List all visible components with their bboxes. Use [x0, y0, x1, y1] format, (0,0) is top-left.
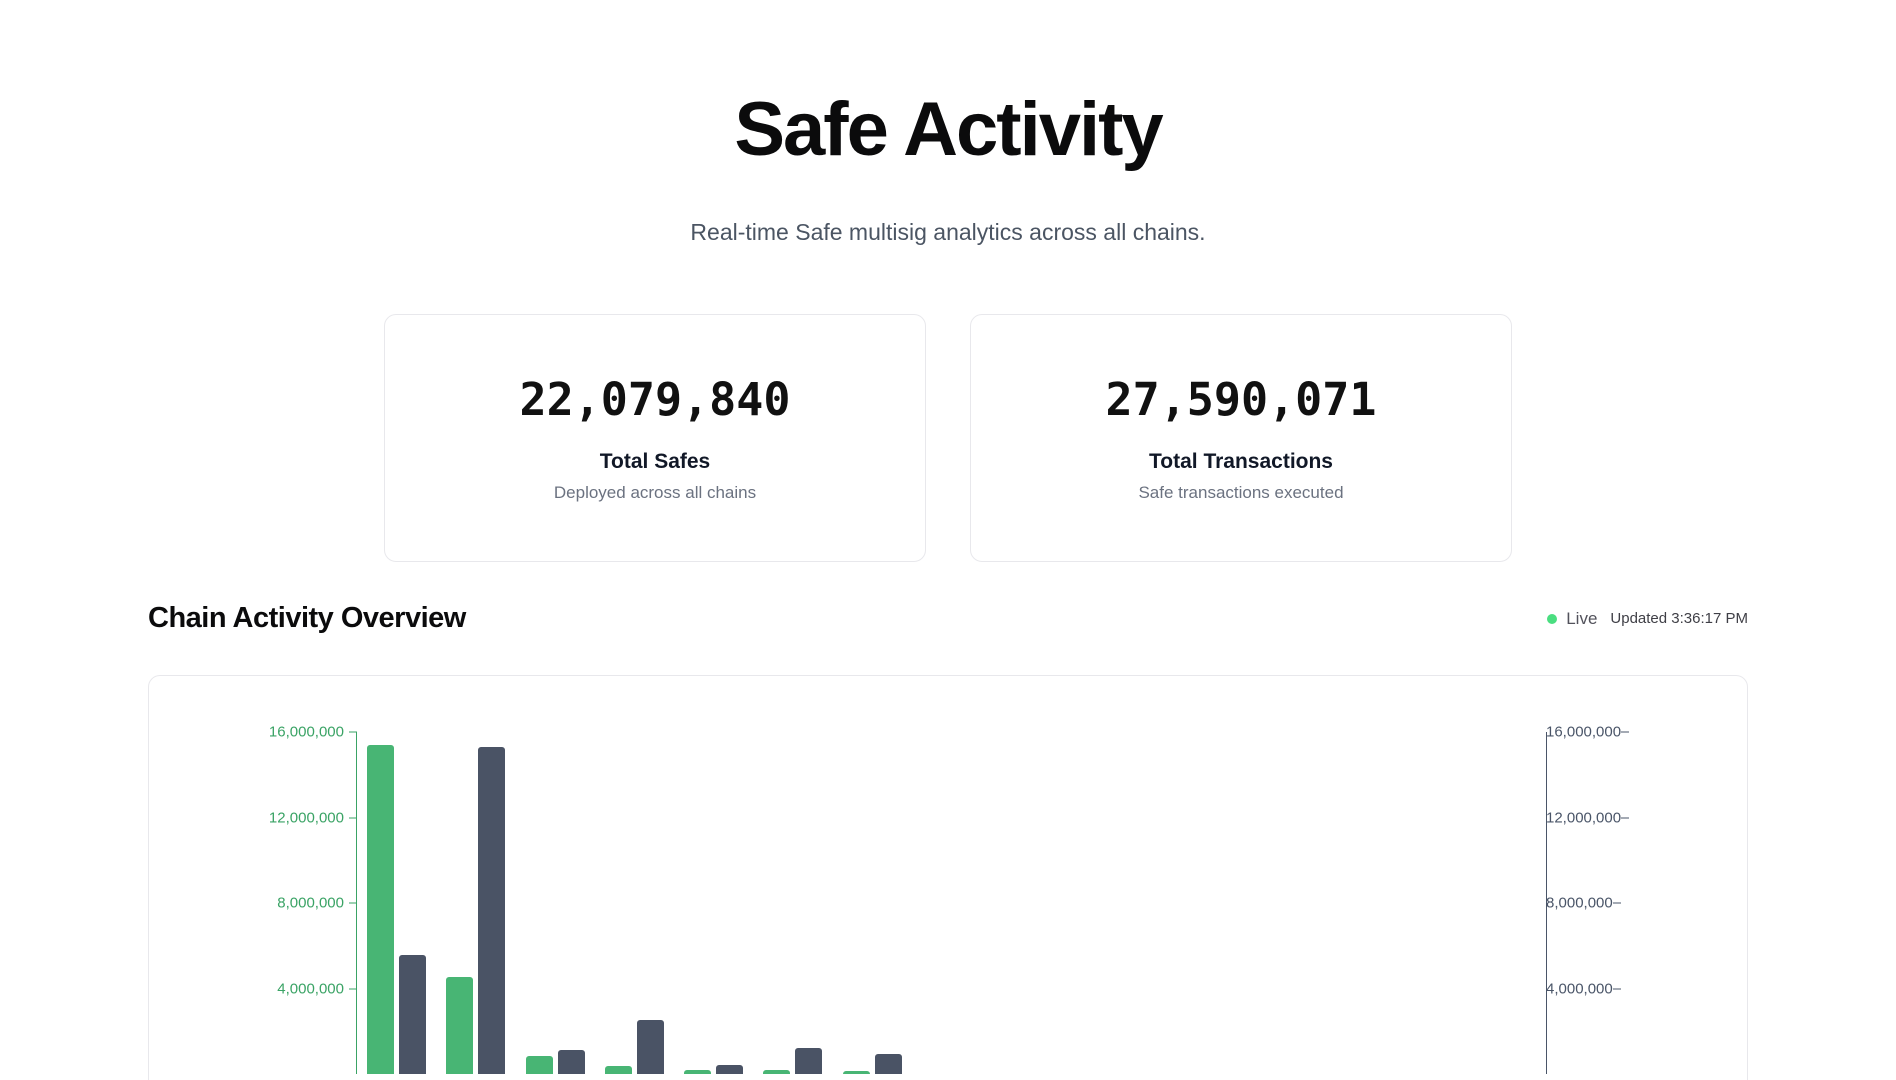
- y-axis-tick: 12,000,000: [1546, 809, 1747, 826]
- chart-plot: [357, 732, 1546, 1075]
- total-safes-description: Deployed across all chains: [553, 483, 757, 503]
- page-header: Safe Activity Real-time Safe multisig an…: [0, 86, 1896, 246]
- bar-group-13: [1387, 732, 1466, 1074]
- y-axis-right-line: [1546, 732, 1547, 1075]
- total-safes-value: 22,079,840: [519, 373, 791, 427]
- bar-group-3: [595, 732, 674, 1075]
- section-heading: Chain Activity Overview: [148, 602, 466, 635]
- chart-section-header: Chain Activity Overview Live Updated 3:3…: [148, 602, 1748, 635]
- y-axis-tick-label: 12,000,000: [1546, 809, 1622, 827]
- bar-group-2: [516, 732, 595, 1075]
- safes-bar-2[interactable]: [525, 1056, 553, 1075]
- y-axis-tick-mark: [349, 902, 357, 904]
- live-indicator-dot: [1547, 613, 1558, 624]
- total-transactions-value: 27,590,071: [1105, 373, 1377, 427]
- transactions-bar-6[interactable]: [874, 1054, 902, 1075]
- y-axis-tick-mark: [1621, 731, 1630, 733]
- page-title: Safe Activity: [734, 87, 1163, 172]
- transactions-bar-1[interactable]: [478, 747, 506, 1075]
- safes-bar-3[interactable]: [604, 1065, 632, 1075]
- y-axis-left: 16,000,000 12,000,000 8,000,000 4,000,000: [149, 676, 357, 1080]
- bar-group-11: [1229, 732, 1308, 1074]
- page-subtitle: Real-time Safe multisig analytics across…: [690, 219, 1206, 246]
- safes-bar-0[interactable]: [367, 745, 395, 1075]
- bar-group-7: [912, 732, 991, 1074]
- y-axis-tick-label: 4,000,000: [277, 980, 344, 998]
- updated-timestamp: Updated 3:36:17 PM: [1610, 610, 1748, 628]
- y-axis-tick: 8,000,000: [149, 895, 357, 912]
- total-transactions-card: 27,590,071 Total Transactions Safe trans…: [970, 314, 1512, 563]
- bar-group-8: [991, 732, 1070, 1074]
- y-axis-tick-mark: [349, 988, 357, 990]
- total-transactions-description: Safe transactions executed: [1138, 483, 1344, 503]
- bar-group-5: [753, 732, 832, 1075]
- bar-group-12: [1308, 732, 1387, 1074]
- chain-activity-chart-card: 16,000,000 12,000,000 8,000,000 4,000,000 1…: [148, 675, 1748, 1080]
- safes-bar-5[interactable]: [763, 1070, 791, 1075]
- total-transactions-label: Total Transactions: [1149, 450, 1333, 474]
- safes-bar-6[interactable]: [842, 1071, 870, 1075]
- transactions-bar-0[interactable]: [399, 954, 427, 1075]
- y-axis-tick-mark: [349, 817, 357, 819]
- transactions-bar-2[interactable]: [557, 1049, 585, 1075]
- y-axis-tick-mark: [349, 731, 357, 733]
- total-safes-label: Total Safes: [599, 450, 711, 474]
- live-label: Live: [1566, 608, 1598, 628]
- bar-group-1: [436, 732, 515, 1075]
- bar-group-6: [833, 732, 912, 1075]
- transactions-bar-5[interactable]: [795, 1047, 823, 1075]
- transactions-bar-3[interactable]: [636, 1019, 664, 1075]
- y-axis-tick-label: 8,000,000: [277, 894, 344, 912]
- transactions-bar-4[interactable]: [716, 1064, 744, 1075]
- safes-bar-4[interactable]: [684, 1070, 712, 1075]
- y-axis-tick-mark: [1621, 817, 1630, 819]
- bar-group-9: [1070, 732, 1149, 1074]
- stats-row: 22,079,840 Total Safes Deployed across a…: [384, 314, 1512, 563]
- y-axis-right: 16,000,000 12,000,000 8,000,000 4,000,000: [1546, 676, 1747, 1080]
- y-axis-tick-mark: [1612, 902, 1621, 904]
- y-axis-tick: 4,000,000: [1546, 980, 1747, 997]
- bar-group-4: [674, 732, 753, 1075]
- y-axis-tick-label: 8,000,000: [1546, 894, 1613, 912]
- y-axis-tick: 12,000,000: [149, 809, 357, 826]
- safes-bar-1[interactable]: [446, 977, 474, 1075]
- y-axis-tick: 4,000,000: [149, 980, 357, 997]
- y-axis-tick-mark: [1612, 988, 1621, 990]
- bar-group-14: [1467, 732, 1546, 1074]
- y-axis-tick-label: 12,000,000: [268, 809, 344, 827]
- y-axis-tick: 16,000,000: [1546, 724, 1747, 741]
- y-axis-tick: 8,000,000: [1546, 895, 1747, 912]
- total-safes-card: 22,079,840 Total Safes Deployed across a…: [384, 314, 926, 563]
- y-axis-tick-label: 4,000,000: [1546, 980, 1613, 998]
- live-status: Live Updated 3:36:17 PM: [1547, 609, 1748, 629]
- y-axis-tick-label: 16,000,000: [1546, 723, 1622, 741]
- y-axis-tick-label: 16,000,000: [268, 723, 344, 741]
- y-axis-tick: 16,000,000: [149, 724, 357, 741]
- bar-group-10: [1150, 732, 1229, 1074]
- bar-group-0: [357, 732, 436, 1075]
